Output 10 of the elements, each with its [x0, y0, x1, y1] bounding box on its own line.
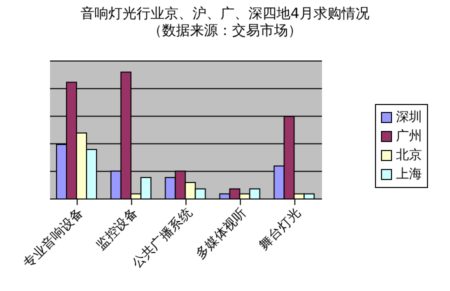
- legend-label: 广州: [396, 128, 422, 146]
- x-tick-label: 多媒体视听: [193, 206, 250, 262]
- legend-label: 上海: [396, 166, 422, 184]
- x-tick-label: 监控设备: [94, 206, 141, 254]
- x-tick-label: 舞台灯光: [256, 206, 304, 254]
- chart-subtitle: （数据来源：交易市场）: [147, 23, 303, 40]
- legend-label: 深圳: [396, 108, 422, 126]
- legend-label: 北京: [396, 146, 422, 164]
- x-tick-label: 专业音响设备: [20, 206, 87, 272]
- chart-title: 音响灯光行业京、沪、广、深四地4月求购情况: [80, 6, 370, 23]
